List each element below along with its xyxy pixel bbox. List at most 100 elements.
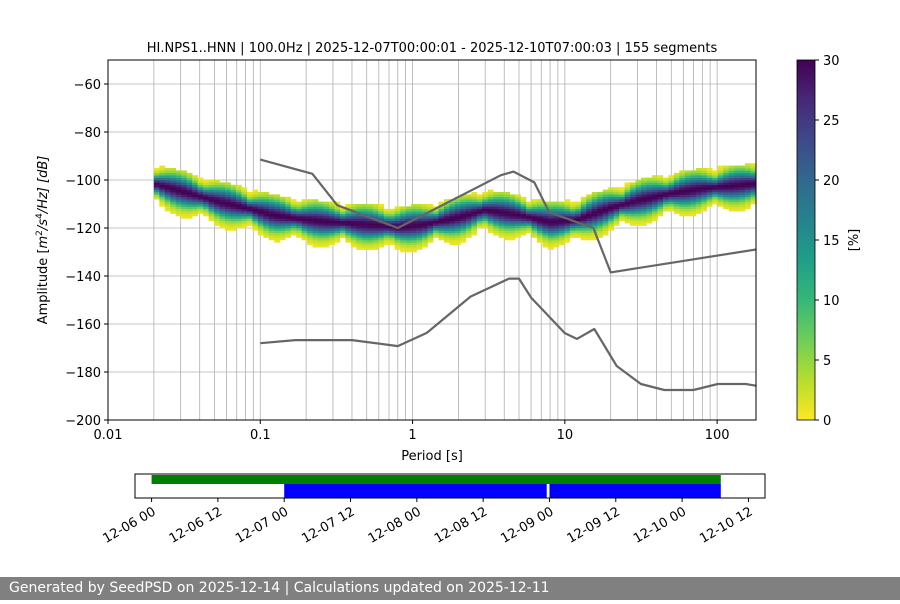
density-cell [717,168,724,171]
density-cell [471,218,478,222]
density-cell [274,235,281,238]
density-cell [624,199,631,202]
density-cell [263,196,270,200]
density-cell [526,216,532,219]
density-cell [537,208,543,212]
density-cell [750,201,756,205]
density-cell [619,206,625,210]
density-cell [465,204,472,207]
density-cell [460,225,467,229]
density-cell [290,206,297,210]
density-cell [575,218,582,222]
density-cell [356,240,363,243]
density-cell [438,225,445,229]
density-cell [339,223,346,226]
density-cell [422,223,428,226]
density-cell [476,225,483,229]
density-cell [750,192,756,195]
density-cell [350,225,357,229]
density-cell [312,228,319,231]
density-cell [471,232,478,236]
density-cell [301,218,308,222]
density-cell [673,211,680,214]
density-cell [509,201,516,205]
density-cell [597,208,604,212]
density-cell [684,170,691,174]
density-cell [405,232,412,236]
density-cell [569,211,576,214]
density-cell [531,235,538,238]
density-cell [285,228,291,231]
density-cell [323,201,330,205]
density-cell [613,206,620,210]
density-cell [564,208,571,212]
density-cell [323,232,330,236]
density-cell [482,211,489,214]
density-cell [706,199,713,202]
density-cell [734,192,740,195]
density-cell [564,235,571,238]
density-cell [361,216,368,219]
density-cell [635,204,642,207]
density-cell [274,240,281,243]
density-cell [400,249,406,253]
density-cell [635,187,642,190]
density-cell [515,194,521,198]
density-cell [378,225,385,229]
density-cell [476,204,483,207]
density-cell [712,194,718,198]
density-cell [684,177,691,181]
density-cell [307,225,313,229]
density-cell [750,170,756,174]
density-cell [394,244,401,248]
density-cell [416,211,423,214]
density-cell [263,235,270,238]
density-cell [454,208,461,212]
density-cell [471,201,478,205]
density-cell [400,216,406,219]
density-cell [553,220,560,224]
density-cell [372,211,379,214]
density-cell [372,225,379,229]
density-cell [745,201,751,205]
density-cell [712,192,718,195]
density-cell [312,244,319,248]
density-cell [427,225,434,229]
density-cell [225,208,231,212]
density-cell [203,196,209,200]
density-cell [734,177,740,181]
density-cell [378,235,385,238]
density-cell [219,182,226,186]
density-cell [487,225,494,229]
density-cell [427,216,434,219]
density-cell [433,211,439,214]
density-cell [509,204,516,207]
density-cell [515,235,521,238]
density-cell [591,218,598,222]
density-cell [235,223,242,226]
density-cell [569,208,576,212]
density-cell [695,208,702,212]
density-cell [186,199,193,202]
density-cell [164,189,171,193]
density-cell [285,216,291,219]
density-cell [728,175,735,178]
density-cell [602,194,609,198]
density-cell [323,208,330,212]
density-cell [630,204,636,207]
density-cell [170,170,177,174]
density-cell [695,168,702,171]
density-cell [493,196,500,200]
y-axis-ticks: −200−180−160−140−120−100−80−60 [65,78,108,429]
density-cell [170,206,177,210]
density-cell [662,208,669,212]
density-cell [712,175,718,178]
density-cell [493,225,500,229]
density-cell [493,223,500,226]
density-cell [586,228,593,231]
density-cell [175,208,182,212]
y-tick-label: −140 [65,270,101,285]
density-cell [411,228,417,231]
density-cell [630,199,636,202]
density-cell [717,196,724,200]
